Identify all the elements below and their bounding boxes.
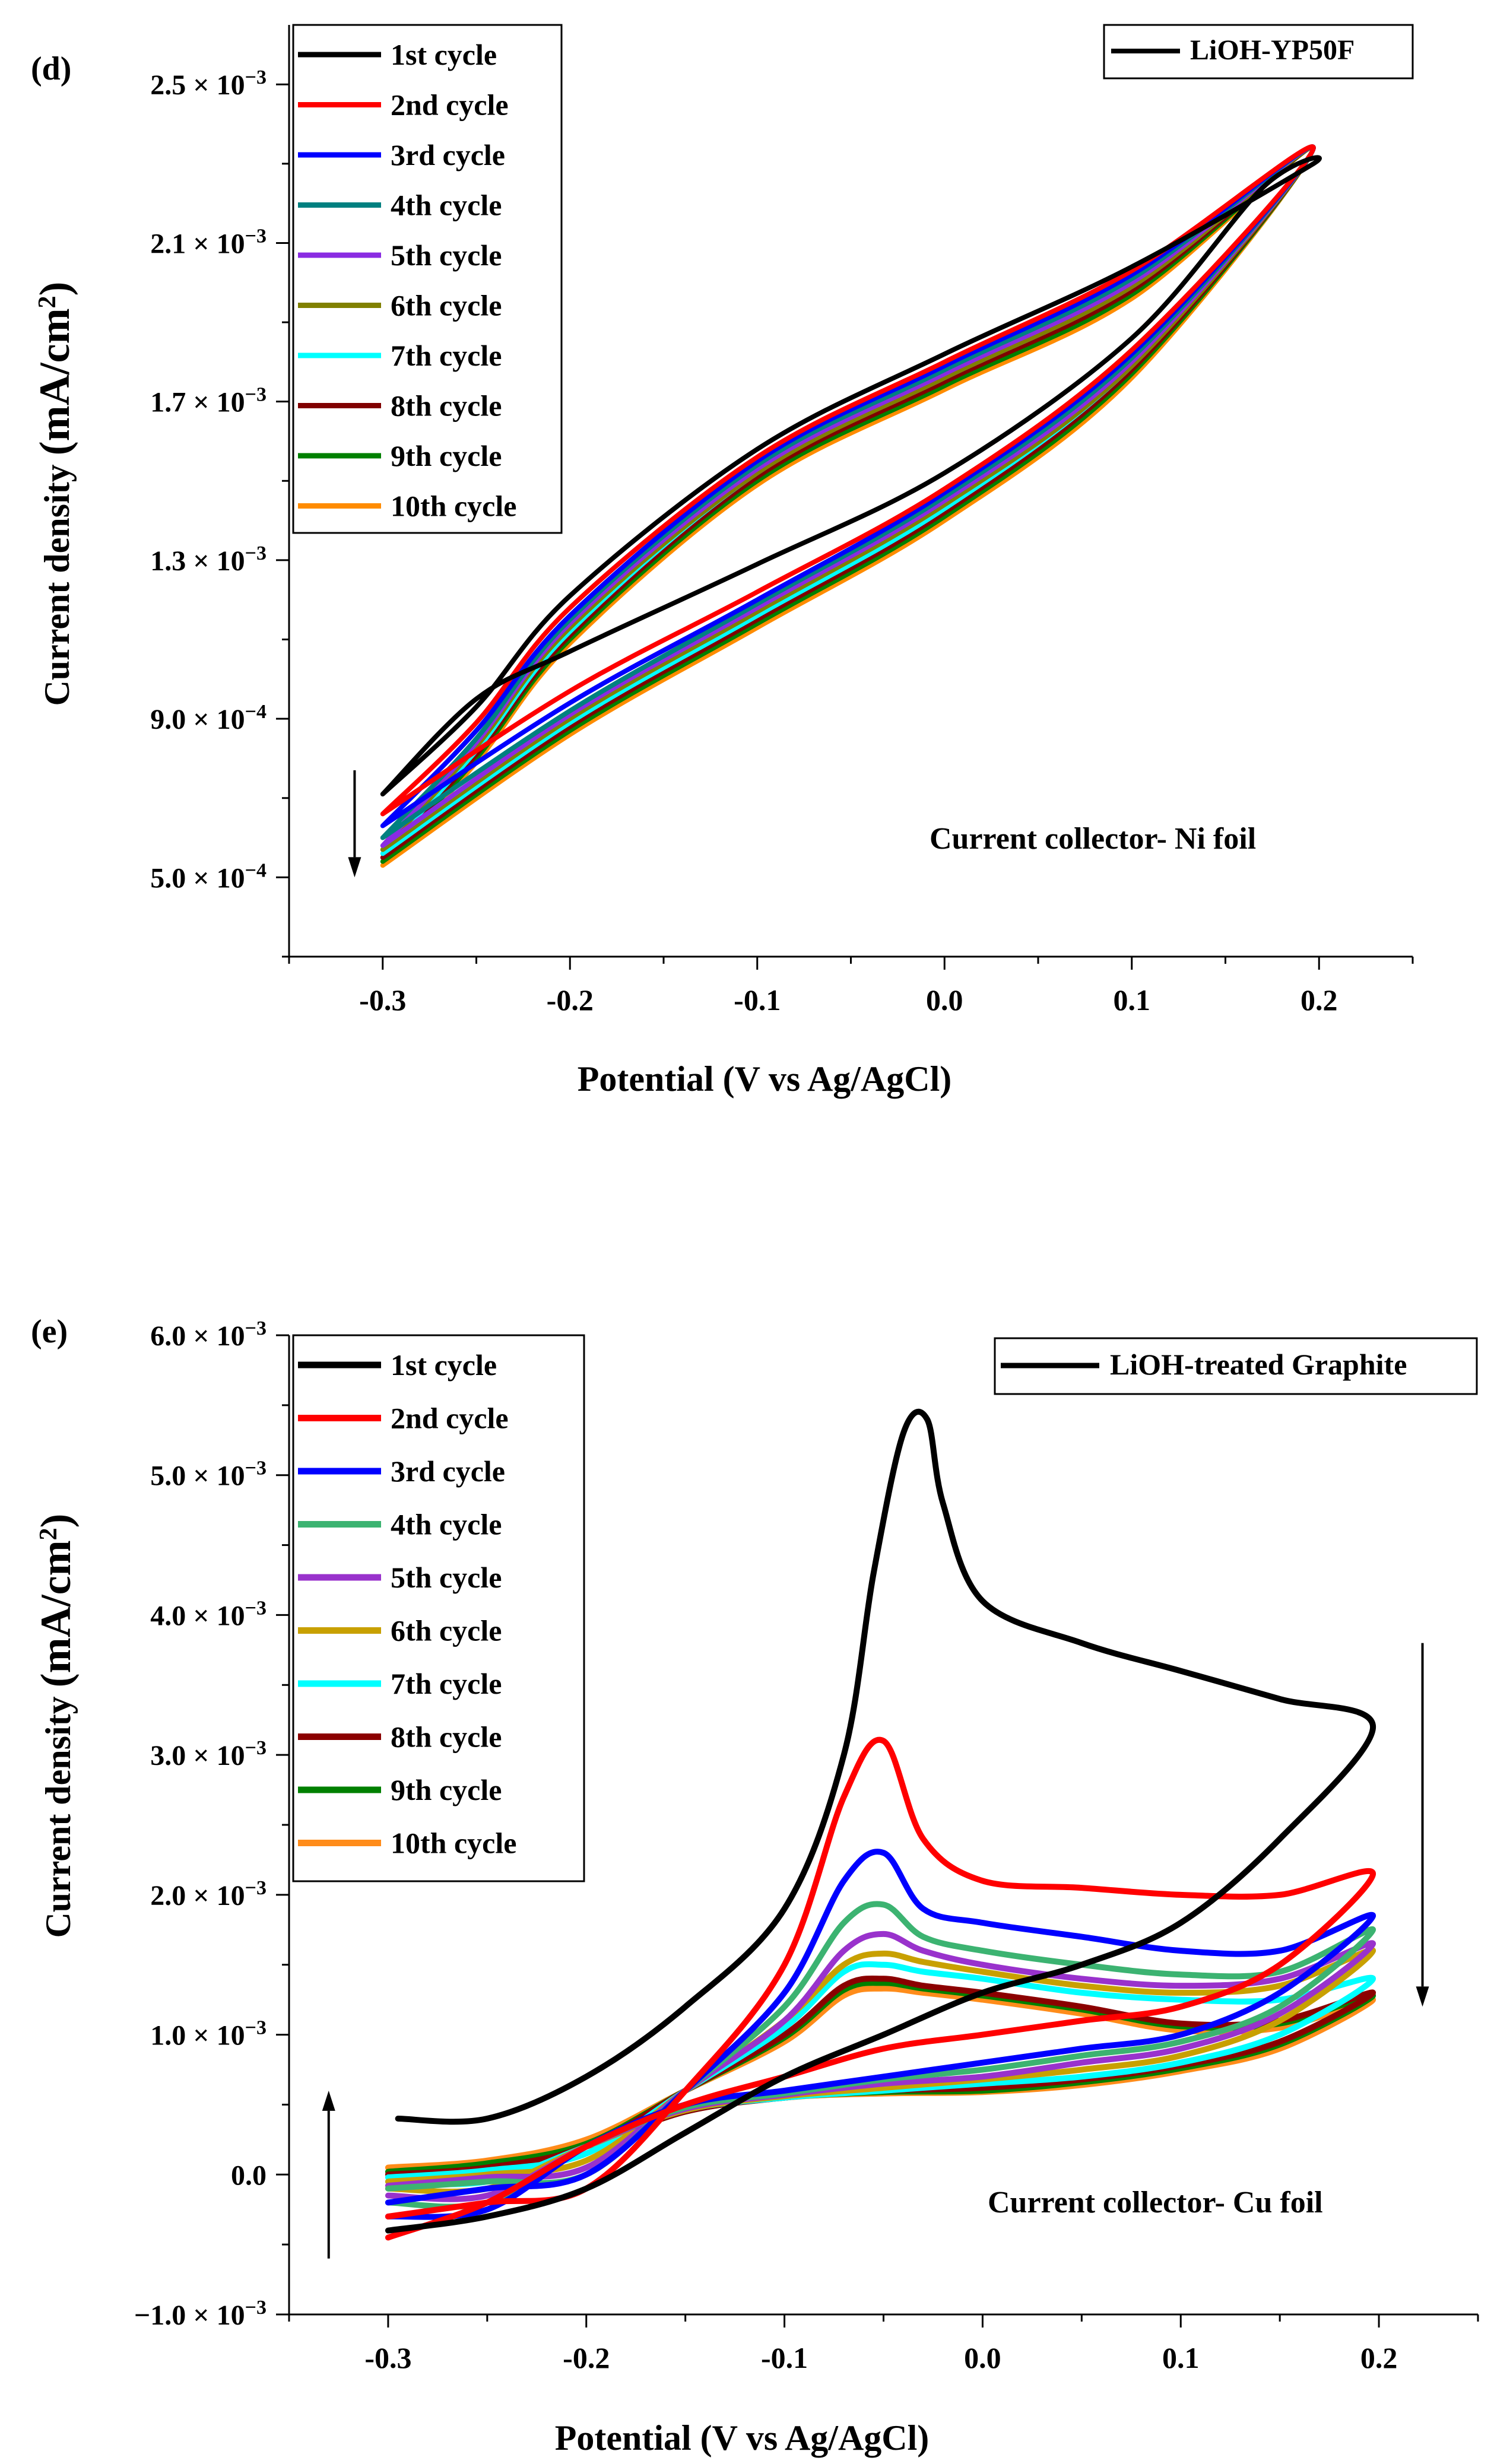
panel-d-material-legend: LiOH-YP50F [1103, 24, 1414, 80]
annotation-current-collector: Current collector- Cu foil [988, 2186, 1323, 2219]
series-line-2 [385, 1736, 1376, 2241]
y-axis-label-unit-sup: 2 [34, 296, 61, 308]
x-tick-label: 0.2 [1360, 2341, 1398, 2374]
y-tick-label: 4.0 × 10−3 [150, 1597, 267, 1632]
x-tick-label: 0.1 [1114, 983, 1151, 1017]
material-legend-label: LiOH-treated Graphite [1110, 1348, 1407, 1381]
panel-label: (d) [31, 50, 71, 87]
series-group [380, 144, 1322, 868]
x-tick-label: 0.2 [1300, 983, 1338, 1017]
x-axis-label: Potential (V vs Ag/AgCl) [578, 1059, 952, 1098]
legend-box [292, 24, 563, 534]
series-line-2 [380, 144, 1316, 817]
legend-label-3: 3rd cycle [391, 1455, 505, 1488]
legend-label-2: 2nd cycle [391, 1402, 509, 1435]
series-line-1 [385, 1408, 1376, 2234]
y-axis-label: Current density (mA/cm2) [31, 281, 78, 706]
legend-label-4: 4th cycle [391, 1508, 502, 1541]
y-tick-label: 2.0 × 10−3 [150, 1876, 267, 1911]
y-tick-label: 2.5 × 10−3 [150, 66, 267, 101]
panel-e-axes [276, 1334, 1479, 2328]
y-tick-label: 2.1 × 10−3 [150, 225, 267, 260]
panel-e-cycle-legend: 1st cycle 2nd cycle 3rd cycle 4th cycle 5th … [292, 1334, 585, 1882]
legend-label-2: 2nd cycle [391, 88, 509, 122]
x-tick-label: -0.2 [563, 2341, 610, 2374]
legend-label-4: 4th cycle [391, 189, 502, 222]
legend-label-7: 7th cycle [391, 1667, 502, 1700]
panel-e: -0.3 -0.2 -0.1 0.0 0.1 0.2 −1.0 × 10−3 0.0 1.0 ×… [31, 1313, 1479, 2457]
panel-e-material-legend: LiOH-treated Graphite [994, 1337, 1478, 1395]
panel-d-cycle-legend: 1st cycle 2nd cycle 3rd cycle 4th cycle 5th … [292, 24, 563, 534]
legend-label-8: 8th cycle [391, 389, 502, 423]
direction-arrow-head [348, 857, 361, 878]
legend-label-10: 10th cycle [391, 1827, 516, 1860]
y-tick-label: 5.0 × 10−3 [150, 1457, 267, 1492]
panel-d: -0.3 -0.2 -0.1 0.0 0.1 0.2 5.0 × 10−4 9.0 × 10−… [31, 24, 1414, 1098]
y-tick-label: 3.0 × 10−3 [150, 1737, 267, 1772]
legend-label-6: 6th cycle [391, 1614, 502, 1647]
panel-d-axes [276, 25, 1414, 970]
y-tick-label: 1.7 × 10−3 [150, 383, 267, 418]
legend-label-9: 9th cycle [391, 439, 502, 472]
x-tick-label: -0.3 [364, 2341, 411, 2374]
legend-label-8: 8th cycle [391, 1720, 502, 1754]
x-tick-label: 0.0 [926, 983, 963, 1017]
legend-label-5: 5th cycle [391, 1561, 502, 1594]
legend-label-1: 1st cycle [391, 38, 497, 71]
y-tick-label: 6.0 × 10−3 [150, 1317, 267, 1352]
legend-label-1: 1st cycle [391, 1348, 497, 1382]
legend-label-6: 6th cycle [391, 289, 502, 322]
x-axis-label: Potential (V vs Ag/AgCl) [555, 2418, 930, 2457]
x-tick-label: -0.1 [761, 2341, 808, 2374]
y-axis-label-group: Current density (mA/cm2) [32, 1513, 80, 1938]
y-axis-label-text: Current density [37, 464, 77, 706]
panel-label: (e) [31, 1313, 68, 1350]
y-tick-label: 1.0 × 10−3 [150, 2017, 267, 2052]
y-axis-label-unit-close: ) [32, 1513, 80, 1528]
legend-label-10: 10th cycle [391, 490, 516, 523]
panel-e-tick-labels: -0.3 -0.2 -0.1 0.0 0.1 0.2 −1.0 × 10−3 0.0 1.0 ×… [134, 1317, 1397, 2375]
direction-arrow-head [1416, 1986, 1429, 2007]
series-line-1 [380, 155, 1322, 797]
y-axis-label-unit-open: (mA/cm [32, 1540, 80, 1687]
y-axis-label-unit-close: ) [31, 281, 78, 296]
x-tick-label: 0.0 [964, 2341, 1001, 2374]
panel-d-plot-area [380, 144, 1322, 868]
direction-arrow-head [322, 2090, 335, 2111]
panel-e-plot-area [385, 1408, 1376, 2241]
y-axis-label-unit-sup: 2 [35, 1528, 62, 1540]
material-legend-label: LiOH-YP50F [1190, 34, 1355, 66]
y-axis-label-unit-open: (mA/cm [31, 308, 78, 455]
annotation-current-collector: Current collector- Ni foil [930, 822, 1256, 856]
panel-d-tick-labels: -0.3 -0.2 -0.1 0.0 0.1 0.2 5.0 × 10−4 9.0 × 10−… [150, 66, 1337, 1017]
y-axis-label-text: Current density [39, 1696, 78, 1938]
x-tick-label: -0.2 [547, 983, 594, 1017]
y-tick-label: −1.0 × 10−3 [134, 2297, 267, 2332]
series-group [385, 1408, 1376, 2241]
y-tick-label: 0.0 [231, 2160, 267, 2191]
y-tick-label: 1.3 × 10−3 [150, 542, 267, 577]
legend-label-5: 5th cycle [391, 239, 502, 272]
legend-label-3: 3rd cycle [391, 138, 505, 172]
x-tick-label: 0.1 [1162, 2341, 1200, 2374]
x-tick-label: -0.1 [734, 983, 781, 1017]
y-axis-label-group: Current density (mA/cm2) [31, 281, 78, 706]
legend-label-7: 7th cycle [391, 339, 502, 372]
y-tick-label: 9.0 × 10−4 [150, 701, 267, 736]
y-axis-label: Current density (mA/cm2) [32, 1513, 80, 1938]
x-tick-label: -0.3 [359, 983, 406, 1017]
legend-label-9: 9th cycle [391, 1773, 502, 1806]
y-tick-label: 5.0 × 10−4 [150, 859, 267, 894]
